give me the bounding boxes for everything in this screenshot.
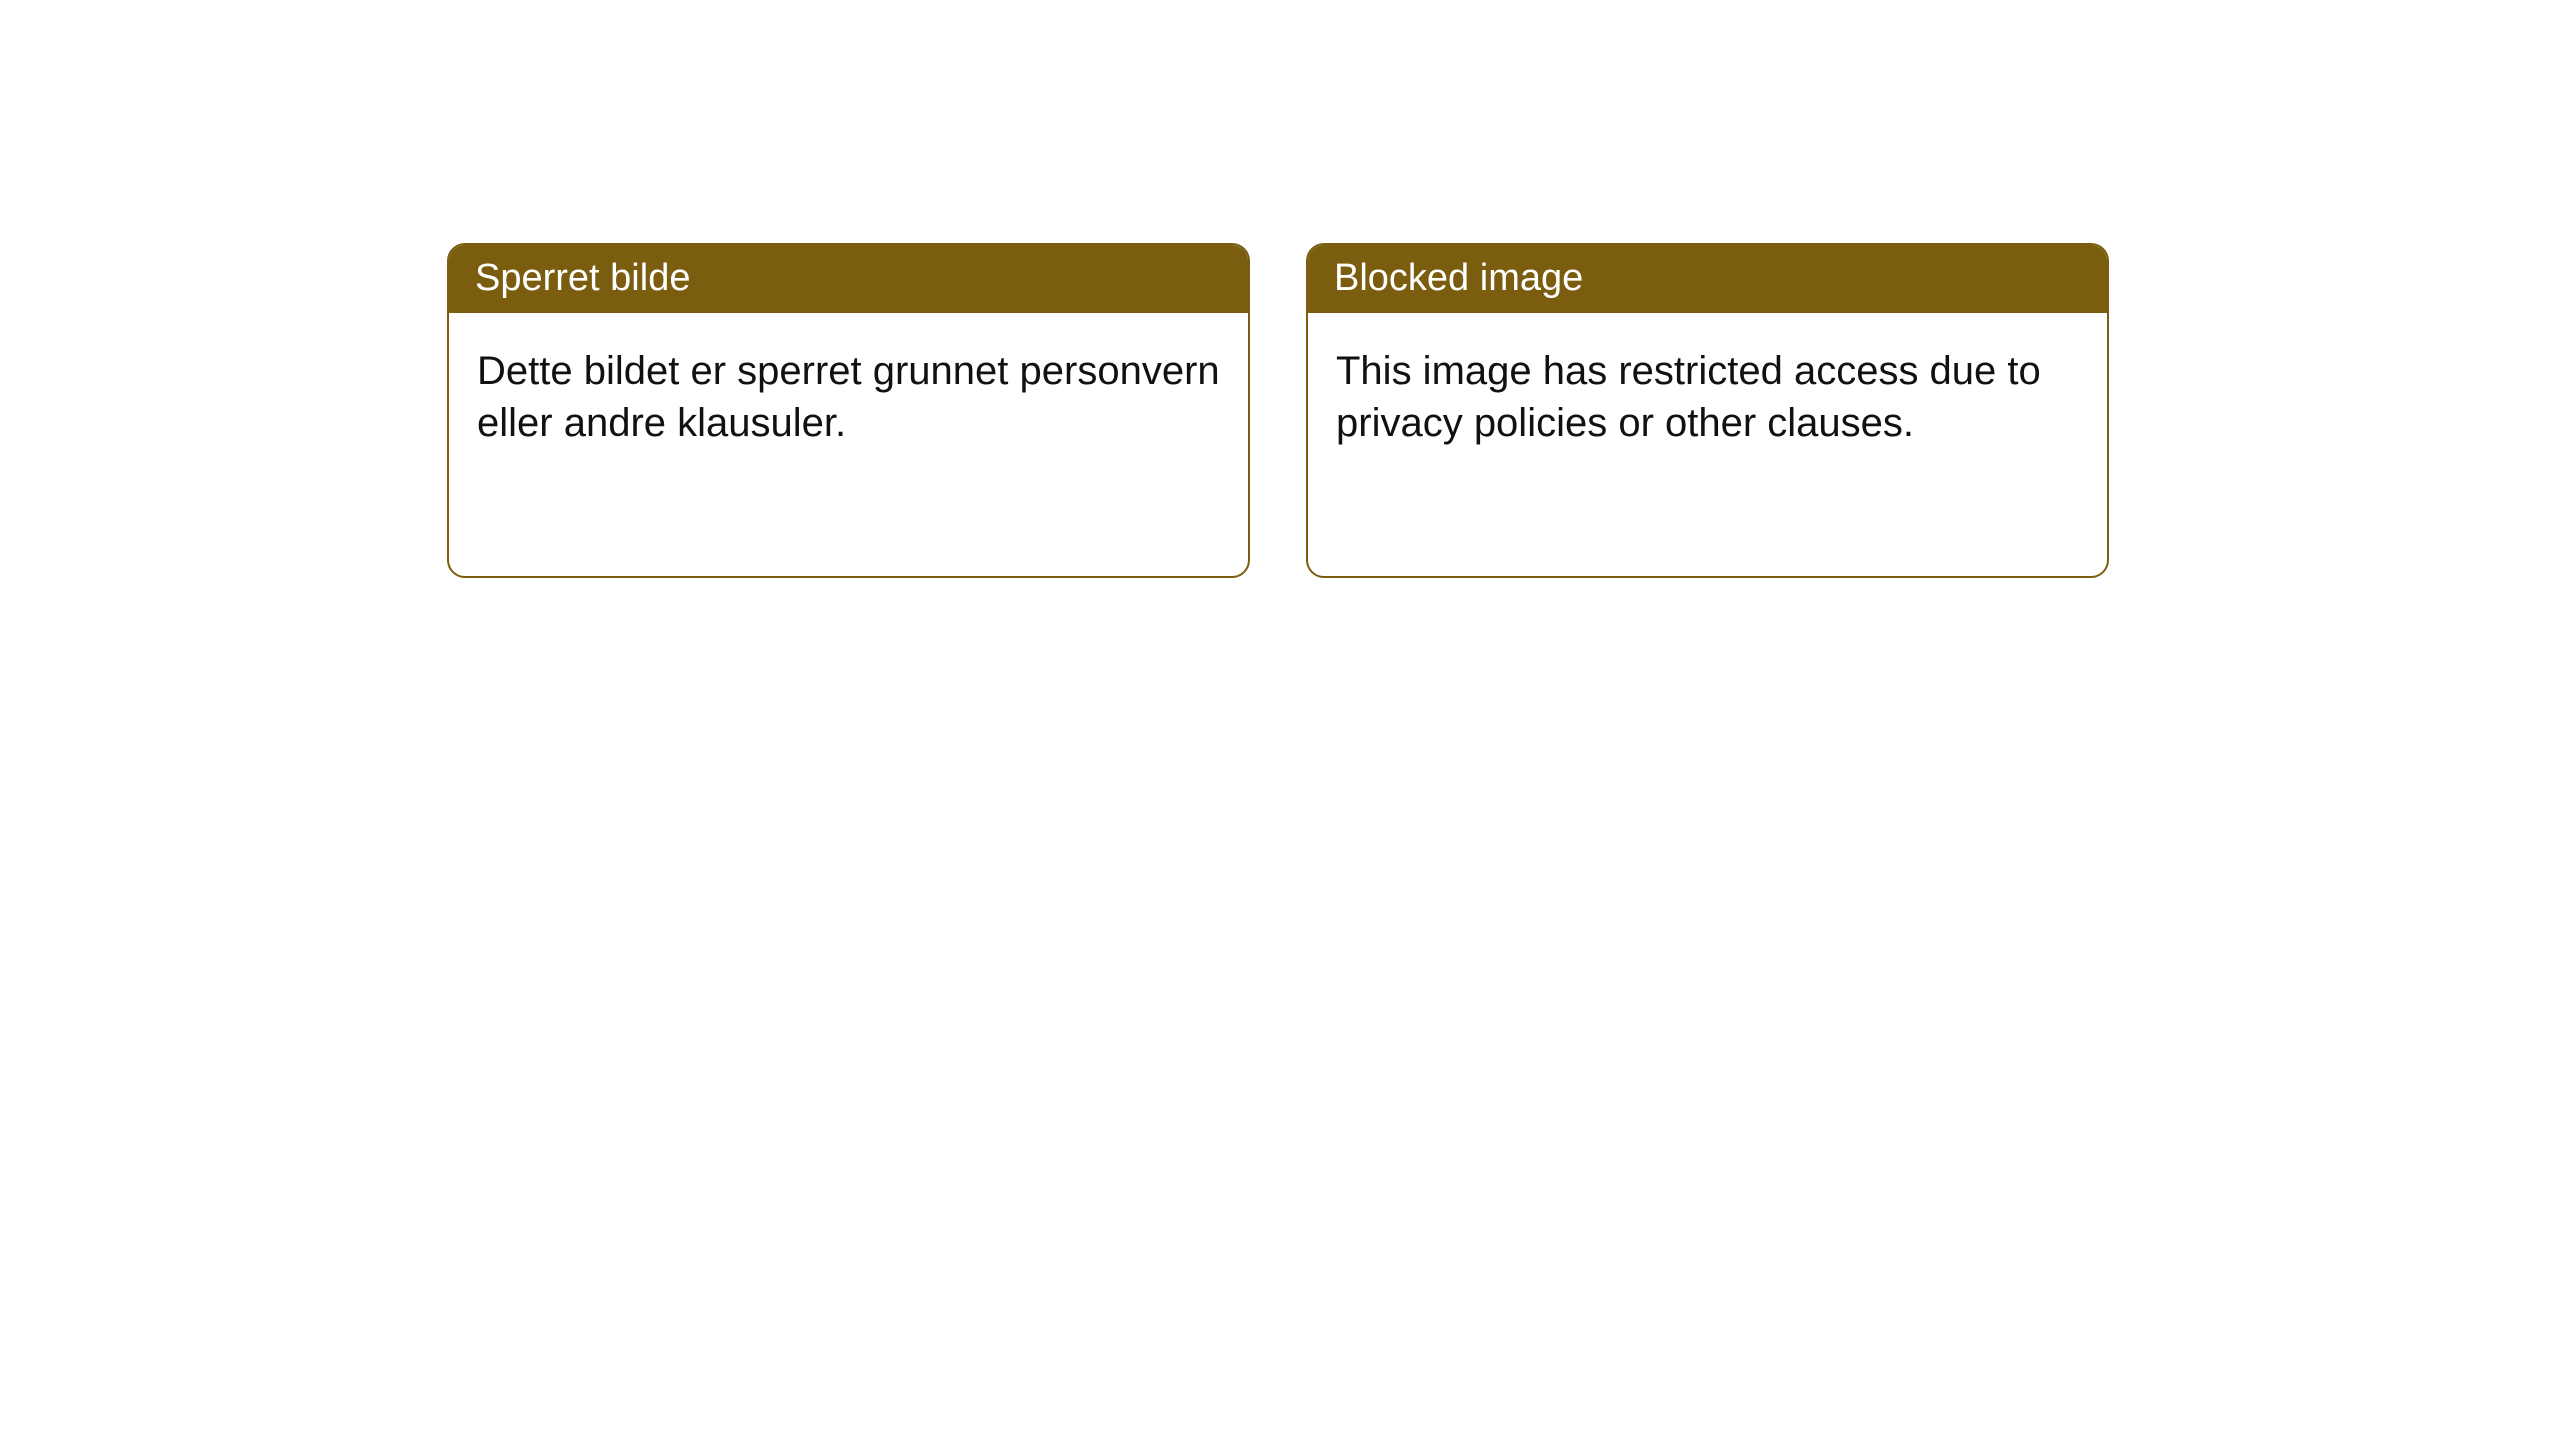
card-title: Sperret bilde — [475, 257, 690, 299]
card-header: Blocked image — [1308, 245, 2107, 313]
notice-card-english: Blocked image This image has restricted … — [1306, 243, 2109, 578]
card-body: Dette bildet er sperret grunnet personve… — [449, 313, 1248, 481]
notice-card-norwegian: Sperret bilde Dette bildet er sperret gr… — [447, 243, 1250, 578]
notice-cards-container: Sperret bilde Dette bildet er sperret gr… — [447, 243, 2109, 578]
card-body-text: This image has restricted access due to … — [1336, 349, 2041, 445]
card-header: Sperret bilde — [449, 245, 1248, 313]
card-body: This image has restricted access due to … — [1308, 313, 2107, 481]
card-body-text: Dette bildet er sperret grunnet personve… — [477, 349, 1220, 445]
card-title: Blocked image — [1334, 257, 1583, 299]
